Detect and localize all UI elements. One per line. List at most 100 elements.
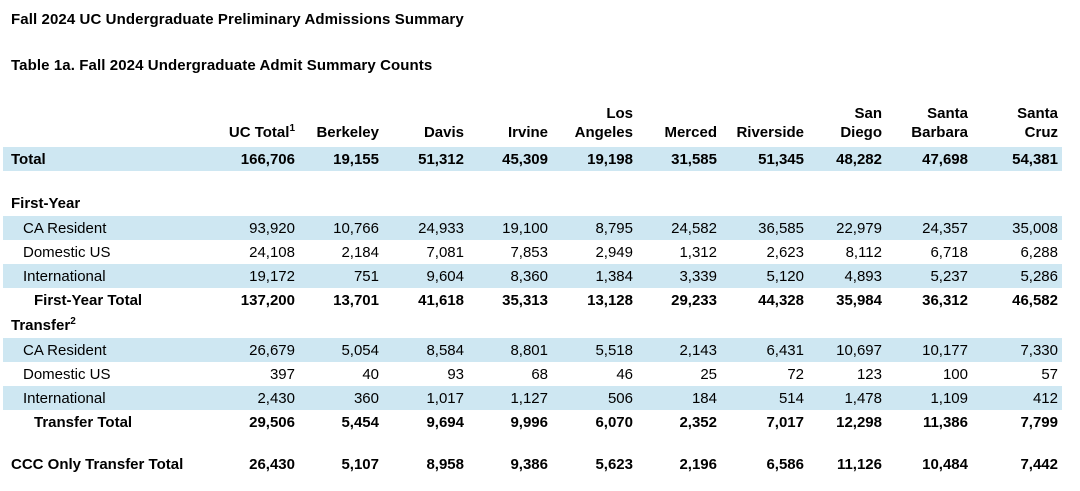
value-cell: 10,766: [299, 216, 383, 240]
value-cell: 24,582: [637, 216, 721, 240]
value-cell: 5,286: [972, 264, 1062, 288]
value-cell: 2,949: [595, 243, 633, 261]
value-cell: [552, 190, 637, 216]
section-row: First-Year: [3, 190, 1062, 216]
value-cell: 397: [269, 365, 295, 383]
value-cell: 6,586: [766, 455, 804, 473]
row-label: Transfer: [11, 316, 71, 334]
section-row: Transfer2: [3, 312, 1062, 338]
value-cell: 1,127: [468, 386, 552, 410]
value-cell: 6,070: [595, 413, 633, 431]
value-cell: 7,442: [1020, 455, 1058, 473]
value-cell: 8,801: [468, 338, 552, 362]
value-cell: 4,893: [808, 264, 886, 288]
value-cell: [808, 190, 886, 216]
value-cell: 51,345: [721, 147, 808, 171]
value-cell: 48,282: [808, 147, 886, 171]
value-cell: [383, 190, 468, 216]
row-label: CA Resident: [23, 219, 107, 237]
value-cell: 412: [972, 386, 1062, 410]
value-cell: 26,679: [213, 338, 299, 362]
spacer-cell: [3, 171, 1062, 190]
value-cell: 5,107: [341, 455, 379, 473]
subtotal-row: Transfer Total 29,506 5,454 9,694 9,996 6,070…: [3, 410, 1062, 434]
value-cell: 5,454: [341, 413, 379, 431]
value-cell: 35,984: [836, 291, 882, 309]
value-cell: 6,718: [930, 243, 968, 261]
column-header-text: Diego: [840, 124, 882, 141]
data-row: International 19,172 751 9,604 8,360 1,384 3,3…: [3, 264, 1062, 288]
value-cell: 25: [700, 365, 717, 383]
column-header-text: Angeles: [574, 124, 633, 141]
data-row: CA Resident 26,679 5,054 8,584 8,801 5,518 2,1…: [3, 338, 1062, 362]
value-cell: [808, 312, 886, 338]
value-cell: 46,582: [1012, 291, 1058, 309]
value-cell: [213, 190, 299, 216]
value-cell: 26,430: [249, 455, 295, 473]
row-label-cell: International: [3, 386, 213, 410]
value-cell: 13,128: [587, 291, 633, 309]
column-header-text: Merced: [664, 124, 717, 141]
page-title: Fall 2024 UC Undergraduate Preliminary A…: [11, 11, 464, 28]
value-cell: 10,177: [886, 338, 972, 362]
row-label: Domestic US: [23, 243, 111, 261]
value-cell: 5,623: [595, 455, 633, 473]
data-row: Domestic US 24,108 2,184 7,081 7,853 2,949 1,3…: [3, 240, 1062, 264]
spacer-row: [3, 171, 1062, 190]
admit-summary-table: UC Total1 Berkeley Davis Irvine Los Angeles Me…: [3, 91, 1062, 480]
value-cell: 12,298: [836, 413, 882, 431]
value-cell: 35,008: [972, 216, 1062, 240]
row-label: International: [23, 389, 106, 407]
value-cell: 137,200: [240, 291, 295, 309]
value-cell: 100: [942, 365, 968, 383]
column-header-text: Irvine: [507, 124, 548, 141]
row-label: International: [23, 267, 106, 285]
value-cell: 19,172: [213, 264, 299, 288]
value-cell: 36,312: [922, 291, 968, 309]
column-header-line: Santa: [886, 104, 968, 123]
subtotal-row: First-Year Total 137,200 13,701 41,618 35,31…: [3, 288, 1062, 312]
column-header-line: Cruz: [972, 123, 1058, 142]
value-cell: [972, 312, 1062, 338]
row-label: CA Resident: [23, 341, 107, 359]
value-cell: [886, 312, 972, 338]
table-header-row: UC Total1 Berkeley Davis Irvine Los Angeles Me…: [3, 91, 1062, 147]
value-cell: 54,381: [972, 147, 1062, 171]
value-cell: 3,339: [637, 264, 721, 288]
value-cell: 29,233: [671, 291, 717, 309]
value-cell: [299, 190, 383, 216]
value-cell: 31,585: [637, 147, 721, 171]
value-cell: [886, 190, 972, 216]
value-cell: 7,017: [766, 413, 804, 431]
column-header-text: Barbara: [911, 124, 968, 141]
value-cell: 24,357: [886, 216, 972, 240]
column-header-line: Berkeley: [299, 123, 379, 142]
value-cell: 36,585: [721, 216, 808, 240]
spacer-cell: [3, 434, 1062, 453]
value-cell: 514: [721, 386, 808, 410]
value-cell: 6,431: [721, 338, 808, 362]
row-label-cell: Domestic US: [3, 240, 213, 264]
value-cell: 13,701: [333, 291, 379, 309]
value-cell: 7,853: [510, 243, 548, 261]
column-header-text: Santa: [927, 105, 968, 122]
value-cell: 9,694: [426, 413, 464, 431]
column-header-text: Riverside: [736, 124, 804, 141]
column-header-line: Diego: [808, 123, 882, 142]
value-cell: 5,518: [552, 338, 637, 362]
value-cell: 1,478: [808, 386, 886, 410]
data-row: International 2,430 360 1,017 1,127 506 184 514…: [3, 386, 1062, 410]
value-cell: [468, 190, 552, 216]
row-label: First-Year Total: [34, 291, 143, 309]
value-cell: 2,623: [766, 243, 804, 261]
row-label-cell: CA Resident: [3, 338, 213, 362]
value-cell: 10,697: [808, 338, 886, 362]
row-label: First-Year: [11, 194, 81, 212]
data-row: Domestic US 397 40 93 68 46 25 72 123 100 57: [3, 362, 1062, 386]
value-cell: [637, 190, 721, 216]
value-cell: 751: [299, 264, 383, 288]
column-header: San Diego: [808, 91, 886, 147]
value-cell: 10,484: [922, 455, 968, 473]
row-label-cell: First-Year: [3, 190, 213, 216]
